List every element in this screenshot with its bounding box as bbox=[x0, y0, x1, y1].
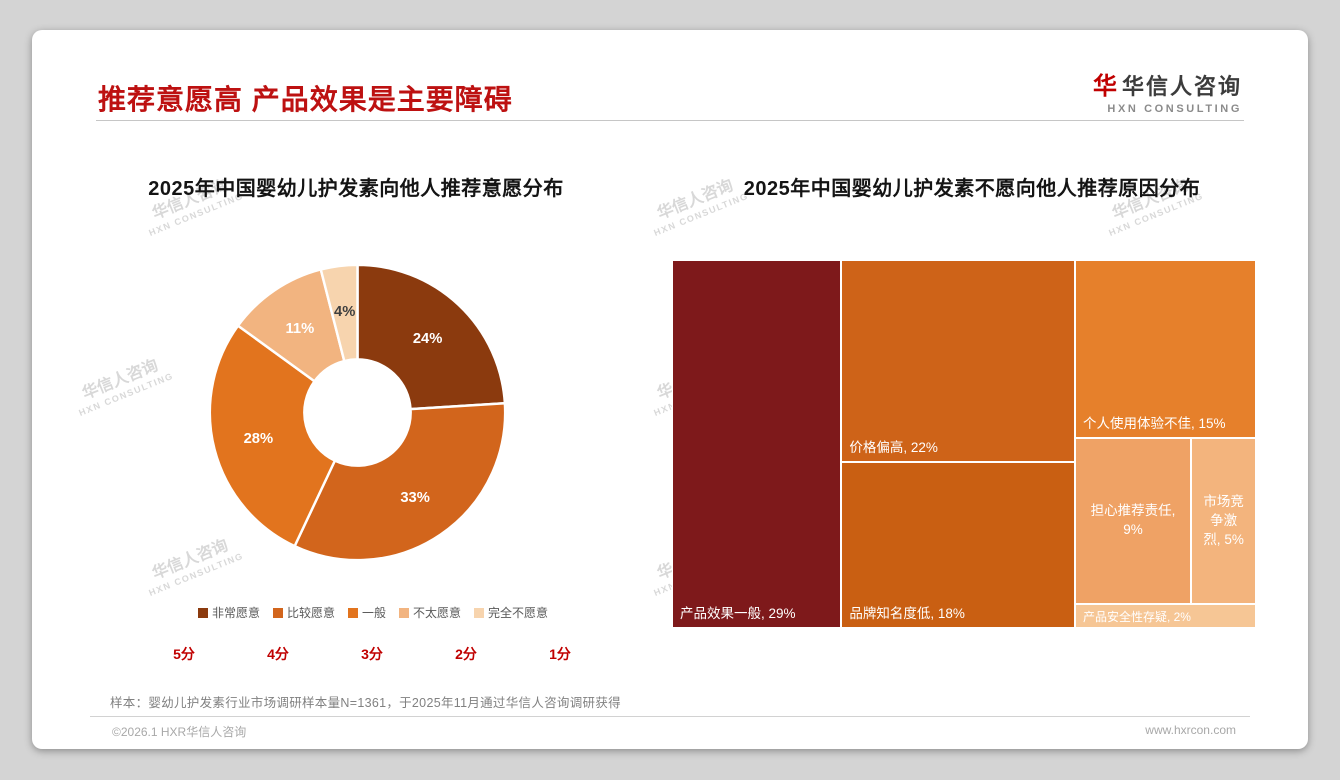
donut-slice-一般 bbox=[208, 324, 337, 548]
legend-item: 不太愿意 bbox=[399, 604, 461, 621]
footer-copyright: ©2026.1 HXR华信人咨询 bbox=[112, 725, 247, 739]
legend-item: 比较愿意 bbox=[272, 604, 335, 621]
score-label: 5分 bbox=[173, 646, 195, 662]
treemap-label: 市场竞争激烈, 5% bbox=[1203, 493, 1244, 547]
donut-value-label: 24% bbox=[413, 331, 443, 347]
watermark-subtext: HXN CONSULTING bbox=[77, 370, 176, 418]
score-label: 1分 bbox=[549, 646, 571, 662]
legend-swatch bbox=[272, 607, 283, 618]
donut-legend: 非常愿意 比较愿意 一般 不太愿意 完全不愿意 bbox=[128, 604, 618, 621]
legend-item: 非常愿意 bbox=[197, 604, 260, 621]
score-labels: 5分 4分 3分 2分 1分 bbox=[137, 644, 607, 664]
treemap-label: 产品效果一般, 29% bbox=[680, 605, 796, 621]
footer-website: www.hxrcon.com bbox=[1145, 723, 1236, 737]
treemap-block-价格偏高: 价格偏高, 22% bbox=[841, 260, 1075, 463]
donut-chart-title: 2025年中国婴幼儿护发素向他人推荐意愿分布 bbox=[148, 178, 564, 200]
legend-label: 比较愿意 bbox=[286, 606, 335, 620]
donut-slice-完全不愿意 bbox=[319, 263, 359, 363]
donut-value-label: 11% bbox=[286, 321, 315, 337]
treemap-label: 担心推荐责任, 9% bbox=[1090, 503, 1176, 538]
treemap-block-品牌知名度低: 品牌知名度低, 18% bbox=[841, 462, 1075, 628]
legend-swatch bbox=[197, 607, 208, 618]
logo-row: 华 华信人咨询 bbox=[1093, 66, 1242, 101]
legend-swatch bbox=[347, 607, 358, 618]
legend-label: 完全不愿意 bbox=[488, 606, 549, 620]
score-label: 3分 bbox=[361, 646, 383, 662]
legend-label: 非常愿意 bbox=[211, 606, 260, 620]
treemap-label: 产品安全性存疑, 2% bbox=[1082, 609, 1191, 624]
legend-label: 不太愿意 bbox=[413, 606, 462, 620]
donut-value-label: 28% bbox=[244, 431, 274, 447]
page-title: 推荐意愿高 产品效果是主要障碍 bbox=[98, 84, 513, 115]
donut-chart: 24% 33% 28% 11% 4% bbox=[208, 263, 507, 562]
treemap-chart-title: 2025年中国婴幼儿护发素不愿向他人推荐原因分布 bbox=[743, 178, 1201, 200]
legend-item: 完全不愿意 bbox=[474, 604, 548, 621]
legend-item: 一般 bbox=[347, 604, 386, 621]
donut-slice-非常愿意 bbox=[356, 263, 507, 411]
treemap-label: 价格偏高, 22% bbox=[849, 440, 938, 456]
legend-swatch bbox=[474, 607, 485, 618]
score-label: 2分 bbox=[455, 646, 477, 662]
donut-value-label: 33% bbox=[400, 490, 430, 506]
sample-note: 样本：婴幼儿护发素行业市场调研样本量N=1361，于2025年11月通过华信人咨… bbox=[110, 696, 621, 710]
header-divider bbox=[96, 120, 1244, 121]
footer-divider bbox=[90, 716, 1250, 717]
treemap-block-产品安全性存疑: 产品安全性存疑, 2% bbox=[1074, 604, 1256, 628]
treemap-chart: 产品效果一般, 29% 价格偏高, 22% 品牌知名度低, 18% 个人使用体验不佳,… bbox=[672, 260, 1256, 628]
slide-card: 华信人咨询 HXN CONSULTING 华信人咨询 HXN CONSULTING 华信… bbox=[32, 30, 1308, 749]
donut-value-label: 4% bbox=[334, 304, 355, 320]
treemap-label: 品牌知名度低, 18% bbox=[849, 605, 965, 621]
logo-mark-icon: 华 bbox=[1092, 73, 1117, 100]
logo-subtitle: HXN CONSULTING bbox=[1107, 103, 1242, 115]
treemap-block-担心推荐责任: 担心推荐责任, 9% bbox=[1074, 438, 1192, 605]
company-logo: 华 华信人咨询 HXN CONSULTING bbox=[1093, 66, 1242, 115]
score-label: 4分 bbox=[267, 646, 289, 662]
logo-name: 华信人咨询 bbox=[1121, 74, 1242, 99]
treemap-block-市场竞争激烈: 市场竞争激烈, 5% bbox=[1191, 438, 1256, 605]
watermark-text: 华信人咨询 bbox=[80, 357, 161, 403]
donut-slice-比较愿意 bbox=[293, 401, 507, 562]
treemap-label: 个人使用体验不佳, 15% bbox=[1082, 415, 1226, 431]
treemap-block-个人使用体验不佳: 个人使用体验不佳, 15% bbox=[1074, 260, 1256, 439]
treemap-block-产品效果一般: 产品效果一般, 29% bbox=[672, 260, 842, 628]
legend-swatch bbox=[399, 607, 409, 618]
legend-label: 一般 bbox=[361, 606, 386, 620]
